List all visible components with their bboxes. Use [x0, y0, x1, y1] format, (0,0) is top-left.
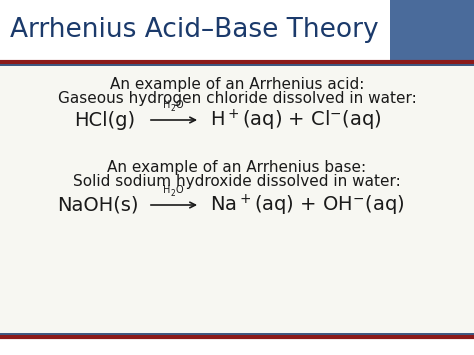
Bar — [390, 0, 474, 60]
Text: 2: 2 — [171, 104, 176, 113]
Text: 2: 2 — [171, 189, 176, 198]
Text: H: H — [163, 185, 170, 195]
Text: An example of an Arrhenius base:: An example of an Arrhenius base: — [108, 160, 366, 175]
Bar — [0, 65, 474, 333]
Text: Arrhenius Acid–Base Theory: Arrhenius Acid–Base Theory — [10, 17, 379, 43]
Text: O: O — [176, 100, 183, 110]
Text: An example of an Arrhenius acid:: An example of an Arrhenius acid: — [110, 77, 364, 92]
Text: Gaseous hydrogen chloride dissolved in water:: Gaseous hydrogen chloride dissolved in w… — [58, 91, 416, 106]
Text: H$^+$(aq) + Cl$^{-}$(aq): H$^+$(aq) + Cl$^{-}$(aq) — [210, 107, 382, 133]
Text: HCl(g): HCl(g) — [74, 110, 136, 130]
Text: NaOH(s): NaOH(s) — [57, 196, 139, 214]
Text: Solid sodium hydroxide dissolved in water:: Solid sodium hydroxide dissolved in wate… — [73, 174, 401, 189]
Text: O: O — [176, 185, 183, 195]
Text: Na$^+$(aq) + OH$^{-}$(aq): Na$^+$(aq) + OH$^{-}$(aq) — [210, 192, 404, 218]
Text: H: H — [163, 100, 170, 110]
Bar — [0, 0, 390, 60]
